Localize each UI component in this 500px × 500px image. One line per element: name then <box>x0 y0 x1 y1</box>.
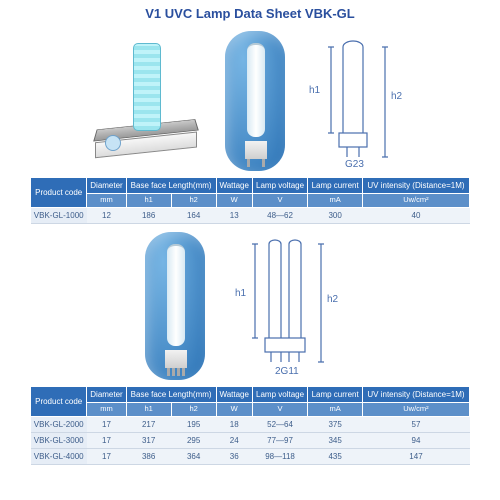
uv-tube-cylinder <box>133 43 161 131</box>
spec-table-1: Product code Diameter Base face Length(m… <box>30 177 470 224</box>
col-wattage: Wattage <box>216 178 252 194</box>
page: V1 UVC Lamp Data Sheet VBK-GL <box>0 0 500 500</box>
dim-label-h2: h2 <box>391 91 402 102</box>
col-current: Lamp current <box>308 178 363 194</box>
col-baseface: Base face Length(mm) <box>126 386 216 402</box>
dim-label-h1-b: h1 <box>235 288 246 299</box>
lower-image-row: h1 h2 2G11 <box>0 228 500 380</box>
dimension-drawing-2g11: h1 h2 2G11 <box>235 230 355 380</box>
unit-w: W <box>216 194 252 208</box>
col-product-code: Product code <box>31 386 87 416</box>
spec-table-2: Product code Diameter Base face Length(m… <box>30 386 470 465</box>
dim-label-h2-b: h2 <box>327 294 338 305</box>
dimension-drawing-g23: h1 h2 G23 <box>305 31 425 171</box>
socket-label-2g11: 2G11 <box>275 366 299 377</box>
col-baseface: Base face Length(mm) <box>126 178 216 194</box>
col-wattage: Wattage <box>216 386 252 402</box>
table-row: VBK-GL-4000 17 386 364 36 98—118 435 147 <box>31 448 470 464</box>
page-title: V1 UVC Lamp Data Sheet VBK-GL <box>0 0 500 25</box>
dim-label-h1: h1 <box>309 85 320 96</box>
col-uv: UV intensity (Distance=1M) <box>362 386 469 402</box>
v1-logo-icon <box>105 135 121 151</box>
col-product-code: Product code <box>31 178 87 208</box>
unit-ma: mA <box>308 194 363 208</box>
col-diameter: Diameter <box>87 178 126 194</box>
table-row: VBK-GL-1000 12 186 164 13 48—62 300 40 <box>31 207 470 223</box>
table-row: VBK-GL-2000 17 217 195 18 52—64 375 57 <box>31 416 470 432</box>
unit-mm: mm <box>87 194 126 208</box>
product-render-photo <box>75 41 205 171</box>
table-row: VBK-GL-3000 17 317 295 24 77—97 345 94 <box>31 432 470 448</box>
socket-label-g23: G23 <box>345 159 364 170</box>
col-diameter: Diameter <box>87 386 126 402</box>
unit-v: V <box>252 194 308 208</box>
col-current: Lamp current <box>308 386 363 402</box>
unit-uw: Uw/cm² <box>362 194 469 208</box>
unit-h2: h2 <box>171 194 216 208</box>
upper-image-row: h1 h2 G23 <box>0 27 500 171</box>
unit-h1: h1 <box>126 194 171 208</box>
bulb-photo-g23 <box>225 31 285 171</box>
col-uv: UV intensity (Distance=1M) <box>362 178 469 194</box>
col-voltage: Lamp voltage <box>252 178 308 194</box>
col-voltage: Lamp voltage <box>252 386 308 402</box>
bulb-photo-2g11 <box>145 232 205 380</box>
